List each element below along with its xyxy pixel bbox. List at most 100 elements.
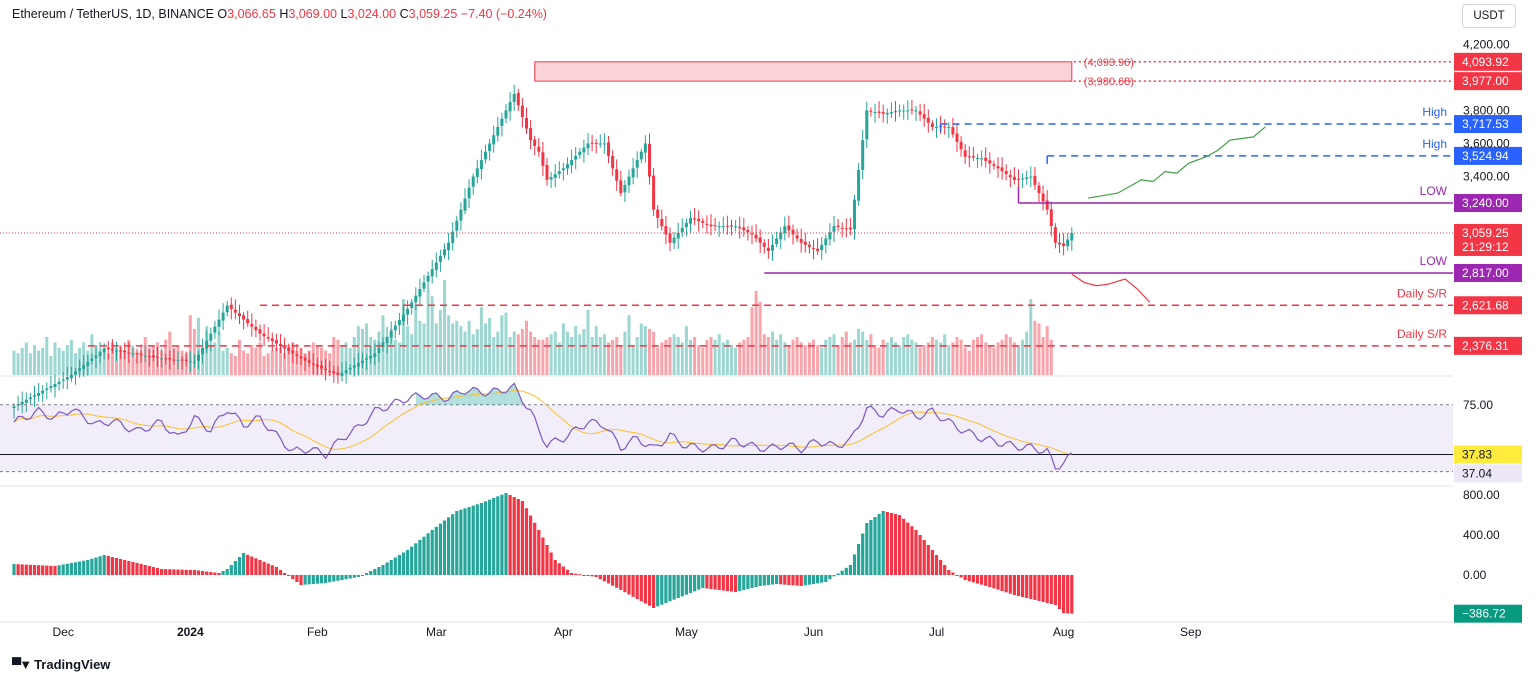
volume-bar (619, 345, 623, 375)
volume-bar (656, 347, 660, 375)
time-axis-tick-label: Sep (1180, 625, 1202, 639)
volume-bar (898, 345, 902, 375)
histogram-bar (516, 499, 520, 575)
volume-bar (922, 345, 926, 375)
histogram-bar (237, 557, 242, 575)
volume-bar (935, 339, 938, 375)
histogram-bar (639, 575, 643, 602)
histogram-bar (934, 555, 939, 575)
volume-bar (771, 331, 774, 375)
volume-bar (24, 342, 28, 375)
volume-bar (397, 342, 401, 375)
volume-bar (28, 353, 32, 375)
volume-bar (906, 334, 910, 375)
candle-body (988, 160, 992, 164)
histogram-bar (746, 575, 750, 589)
histogram-bar (664, 575, 668, 603)
close-label: C (399, 7, 409, 21)
histogram-bar (106, 556, 110, 575)
volume-bar (475, 328, 479, 375)
candle-body (86, 361, 90, 366)
candle-body (783, 226, 787, 234)
volume-bar (766, 337, 770, 375)
histogram-bar (992, 575, 996, 589)
currency-button[interactable]: USDT (1462, 4, 1516, 28)
price-chart[interactable]: (4,093.96) 4,093.92 (3,980.68) 3,977.00 High… (0, 0, 1536, 650)
histogram-bar (246, 554, 250, 575)
candle-body (836, 225, 840, 227)
tradingview-brand[interactable]: ▀▼ TradingView (12, 657, 110, 672)
histogram-bar (28, 564, 32, 575)
histogram-bar (418, 540, 422, 575)
volume-bar (549, 334, 553, 375)
candle-body (110, 349, 114, 351)
candle-body (33, 395, 36, 397)
histogram-bar (49, 565, 53, 575)
volume-bar (566, 331, 569, 375)
histogram-bar (770, 575, 775, 585)
histogram-bar (311, 575, 315, 584)
histogram-bar (734, 575, 738, 592)
volume-bar (598, 337, 602, 375)
histogram-bar (16, 564, 20, 575)
time-axis-tick-label: Dec (53, 625, 74, 639)
candle-body (709, 224, 713, 227)
candle-body (479, 160, 483, 170)
volume-bar (274, 347, 278, 375)
histogram-bar (524, 508, 529, 575)
histogram-bar (340, 575, 344, 580)
volume-bar (877, 347, 881, 375)
candle-body (1066, 239, 1070, 247)
histogram-bar (479, 503, 483, 575)
candle-body (668, 233, 672, 243)
candle-body (1058, 242, 1061, 245)
histogram-value-tag (1454, 604, 1522, 623)
histogram-bar (82, 560, 86, 575)
candle-body (910, 109, 914, 111)
histogram-bar (41, 565, 45, 575)
candle-body (754, 234, 758, 239)
volume-bar (717, 334, 721, 375)
volume-bar (885, 342, 889, 375)
volume-bar (1033, 320, 1037, 375)
candle-body (1070, 232, 1074, 241)
candle-body (623, 184, 627, 193)
candle-body (82, 365, 86, 369)
volume-bar (508, 337, 512, 375)
candle-body (225, 305, 229, 313)
candle-body (889, 112, 893, 114)
volume-bar (787, 345, 791, 375)
histogram-bar (721, 575, 725, 591)
histogram-bar (119, 559, 123, 575)
volume-bar (266, 353, 270, 375)
candle-body (78, 368, 82, 371)
candle-body (102, 348, 106, 353)
candle-body (274, 340, 278, 344)
candle-body (283, 346, 287, 349)
candle-body (303, 357, 307, 361)
candle-body (213, 326, 217, 333)
level-label: Daily S/R (1397, 327, 1447, 341)
candle-body (139, 353, 143, 355)
candle-body (1053, 227, 1057, 243)
time-axis-tick-label: Feb (307, 625, 328, 639)
volume-bar (721, 342, 725, 375)
histogram-bar (508, 495, 512, 575)
histogram-bar (680, 575, 684, 597)
histogram-bar (94, 557, 98, 575)
candle-body (992, 164, 996, 166)
histogram-bar (586, 575, 590, 576)
volume-bar (520, 328, 524, 375)
tradingview-logo-icon: ▀▼ (12, 657, 32, 672)
volume-bar (430, 296, 434, 375)
histogram-bar (1016, 575, 1021, 596)
candle-body (344, 370, 348, 374)
histogram-bar (906, 522, 910, 575)
volume-bar (930, 337, 934, 375)
histogram-bar (795, 575, 799, 586)
histogram-bar (885, 512, 889, 575)
histogram-bar (455, 511, 459, 575)
histogram-bar (295, 575, 299, 582)
volume-bar (848, 342, 852, 375)
time-axis-tick-label: May (675, 625, 698, 639)
